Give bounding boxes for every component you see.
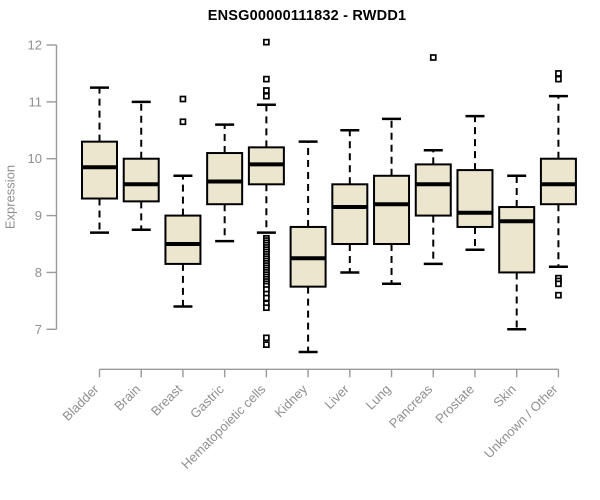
iqr-box — [206, 152, 244, 206]
y-tick-label: 9 — [35, 208, 42, 223]
outlier-point — [263, 294, 270, 302]
x-tick-label: Skin — [490, 382, 518, 410]
outlier-point — [263, 87, 270, 94]
x-tick-label: Breast — [148, 381, 185, 418]
iqr-box — [539, 157, 577, 206]
iqr-box — [164, 214, 202, 265]
outlier-point — [263, 38, 270, 46]
x-tick-label: Bladder — [59, 381, 102, 424]
outlier-point — [179, 95, 187, 103]
y-tick-label: 8 — [35, 265, 42, 280]
iqr-box — [456, 169, 494, 228]
x-tick-label: Prostate — [432, 382, 477, 427]
outlier-point — [555, 70, 562, 77]
outlier-point — [555, 280, 562, 288]
iqr-box — [498, 206, 536, 274]
iqr-box — [81, 140, 118, 200]
outlier-point — [555, 291, 562, 299]
iqr-box — [122, 157, 160, 203]
y-tick-label: 11 — [29, 94, 43, 109]
chart-title: ENSG00000111832 - RWDD1 — [207, 8, 407, 24]
outlier-point — [429, 54, 437, 61]
outlier-point — [179, 118, 187, 126]
x-tick-label: Gastric — [187, 381, 227, 421]
iqr-box — [414, 163, 452, 217]
y-tick-label: 10 — [28, 151, 42, 166]
x-tick-label: Pancreas — [386, 381, 436, 431]
y-tick-label: 12 — [28, 38, 42, 53]
outlier-point — [263, 341, 270, 349]
x-tick-label: Liver — [321, 381, 352, 412]
iqr-box — [373, 174, 411, 246]
outlier-point — [263, 75, 270, 83]
x-tick-label: Kidney — [272, 381, 311, 420]
iqr-box — [331, 183, 369, 246]
x-tick-label: Lung — [363, 382, 394, 413]
y-tick-label: 7 — [35, 322, 42, 337]
outlier-point — [555, 75, 562, 83]
outlier-point — [263, 304, 270, 312]
outlier-point — [263, 334, 270, 342]
outlier-point — [263, 92, 270, 100]
x-tick-label: Brain — [111, 382, 143, 414]
x-tick-label: Unknown / Other — [481, 381, 561, 461]
